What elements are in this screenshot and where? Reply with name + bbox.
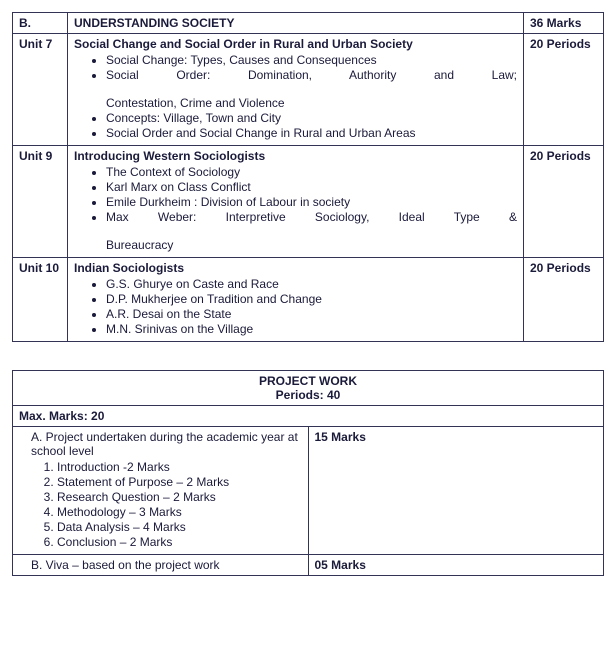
project-header-cell: PROJECT WORK Periods: 40 <box>13 371 604 406</box>
project-periods: Periods: 40 <box>19 388 597 402</box>
unit-content: Social Change and Social Order in Rural … <box>68 34 524 146</box>
bullet-text-line: Max Weber: Interpretive Sociology, Ideal… <box>106 210 517 238</box>
project-work-table: PROJECT WORK Periods: 40 Max. Marks: 20 … <box>12 370 604 576</box>
unit-label: Unit 10 <box>13 258 68 342</box>
project-parta-row: A. Project undertaken during the academi… <box>13 427 604 555</box>
unit-title: Indian Sociologists <box>74 261 184 275</box>
syllabus-table: B. UNDERSTANDING SOCIETY 36 Marks Unit 7… <box>12 12 604 342</box>
unit-row: Unit 9 Introducing Western Sociologists … <box>13 146 604 258</box>
bullet-item: Concepts: Village, Town and City <box>106 111 517 125</box>
bullet-item: A.R. Desai on the State <box>106 307 517 321</box>
project-parta-heading: A. Project undertaken during the academi… <box>19 430 302 458</box>
unit-bullets: The Context of Sociology Karl Marx on Cl… <box>74 165 517 252</box>
bullet-text-line: Bureaucracy <box>106 238 517 252</box>
unit-content: Introducing Western Sociologists The Con… <box>68 146 524 258</box>
unit-content: Indian Sociologists G.S. Ghurye on Caste… <box>68 258 524 342</box>
bullet-item: Karl Marx on Class Conflict <box>106 180 517 194</box>
project-parta-item: Introduction -2 Marks <box>57 460 302 474</box>
bullet-item: Social Order and Social Change in Rural … <box>106 126 517 140</box>
project-parta-content: A. Project undertaken during the academi… <box>13 427 309 555</box>
bullet-text-line: Contestation, Crime and Violence <box>106 96 517 110</box>
unit-label: Unit 9 <box>13 146 68 258</box>
unit-label: Unit 7 <box>13 34 68 146</box>
project-parta-item: Data Analysis – 4 Marks <box>57 520 302 534</box>
bullet-item: Max Weber: Interpretive Sociology, Ideal… <box>106 210 517 252</box>
project-title: PROJECT WORK <box>19 374 597 388</box>
project-parta-item: Research Question – 2 Marks <box>57 490 302 504</box>
section-title: UNDERSTANDING SOCIETY <box>68 13 524 34</box>
unit-title: Introducing Western Sociologists <box>74 149 265 163</box>
bullet-item: Social Change: Types, Causes and Consequ… <box>106 53 517 67</box>
unit-bullets: G.S. Ghurye on Caste and Race D.P. Mukhe… <box>74 277 517 336</box>
project-header-row: PROJECT WORK Periods: 40 <box>13 371 604 406</box>
project-partb-row: B. Viva – based on the project work 05 M… <box>13 555 604 576</box>
spacer <box>12 342 604 370</box>
section-marks: 36 Marks <box>524 13 604 34</box>
project-parta-item: Statement of Purpose – 2 Marks <box>57 475 302 489</box>
section-label: B. <box>13 13 68 34</box>
bullet-item: The Context of Sociology <box>106 165 517 179</box>
unit-bullets: Social Change: Types, Causes and Consequ… <box>74 53 517 140</box>
bullet-item: G.S. Ghurye on Caste and Race <box>106 277 517 291</box>
unit-periods: 20 Periods <box>524 34 604 146</box>
section-header-row: B. UNDERSTANDING SOCIETY 36 Marks <box>13 13 604 34</box>
unit-row: Unit 10 Indian Sociologists G.S. Ghurye … <box>13 258 604 342</box>
project-partb-text: B. Viva – based on the project work <box>19 558 220 572</box>
unit-periods: 20 Periods <box>524 258 604 342</box>
bullet-item: M.N. Srinivas on the Village <box>106 322 517 336</box>
project-parta-item: Methodology – 3 Marks <box>57 505 302 519</box>
project-maxmarks-row: Max. Marks: 20 <box>13 406 604 427</box>
project-partb-heading: B. Viva – based on the project work <box>13 555 309 576</box>
bullet-item: D.P. Mukherjee on Tradition and Change <box>106 292 517 306</box>
bullet-item: Social Order: Domination, Authority and … <box>106 68 517 110</box>
unit-title: Social Change and Social Order in Rural … <box>74 37 413 51</box>
project-parta-marks: 15 Marks <box>308 427 604 555</box>
project-partb-marks: 05 Marks <box>308 555 604 576</box>
project-maxmarks: Max. Marks: 20 <box>13 406 604 427</box>
project-parta-list: Introduction -2 Marks Statement of Purpo… <box>19 460 302 549</box>
project-parta-item: Conclusion – 2 Marks <box>57 535 302 549</box>
bullet-item: Emile Durkheim : Division of Labour in s… <box>106 195 517 209</box>
unit-periods: 20 Periods <box>524 146 604 258</box>
unit-row: Unit 7 Social Change and Social Order in… <box>13 34 604 146</box>
bullet-text-line: Social Order: Domination, Authority and … <box>106 68 517 96</box>
